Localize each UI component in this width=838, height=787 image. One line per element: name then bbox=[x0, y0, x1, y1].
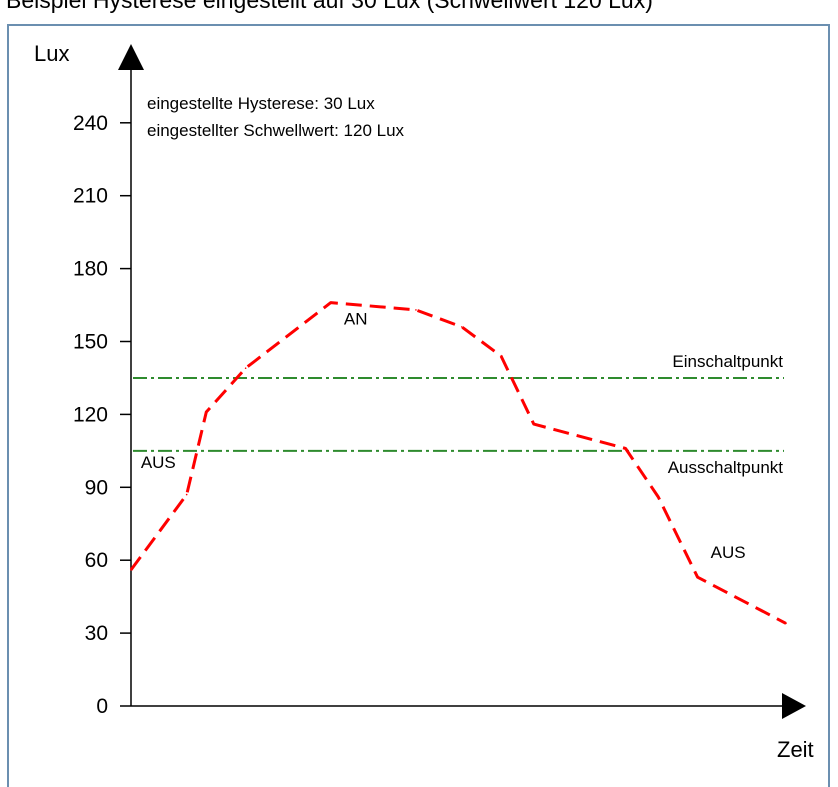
y-axis-arrow bbox=[118, 44, 144, 70]
y-tick-label: 30 bbox=[85, 622, 108, 645]
x-axis-label: Zeit bbox=[777, 737, 814, 762]
data-point bbox=[500, 355, 502, 357]
data-point bbox=[415, 309, 417, 311]
data-point bbox=[624, 447, 627, 450]
chart-frame bbox=[7, 24, 830, 787]
data-point bbox=[460, 326, 463, 328]
header-fragment-text: Beispiel Hysterese eingestellt auf 30 Lu… bbox=[6, 0, 653, 13]
data-point bbox=[533, 423, 535, 425]
info-line: eingestellte Hysterese: 30 Lux bbox=[147, 94, 375, 113]
axes bbox=[118, 44, 806, 719]
y-tick-label: 90 bbox=[85, 476, 108, 499]
y-axis-label: Lux bbox=[34, 41, 69, 66]
threshold-label: Ausschaltpunkt bbox=[668, 458, 784, 477]
threshold-lines: Einschaltpunkt Ausschaltpunkt bbox=[133, 352, 784, 477]
y-tick-label: 180 bbox=[73, 258, 108, 281]
threshold-label: Einschaltpunkt bbox=[672, 352, 783, 371]
data-point bbox=[185, 493, 188, 496]
data-point bbox=[657, 496, 660, 498]
y-tick-label: 60 bbox=[85, 549, 108, 572]
info-text: eingestellte Hysterese: 30 Lux eingestell… bbox=[147, 94, 405, 140]
y-tick-label: 150 bbox=[73, 331, 108, 354]
annotations: AUS AN AUS bbox=[141, 309, 746, 561]
lux-series bbox=[129, 301, 787, 625]
info-line: eingestellter Schwellwert: 120 Lux bbox=[147, 121, 405, 140]
data-point bbox=[244, 367, 247, 370]
data-point bbox=[785, 622, 787, 625]
data-point bbox=[130, 569, 132, 571]
annotation-label: AUS bbox=[141, 453, 176, 472]
x-axis-arrow bbox=[782, 693, 806, 719]
header-fragment: Beispiel Hysterese eingestellt auf 30 Lu… bbox=[0, 0, 838, 24]
data-point bbox=[329, 301, 332, 304]
y-tick-label: 0 bbox=[96, 695, 108, 718]
y-tick-label: 120 bbox=[73, 403, 108, 426]
y-ticks: 0 30 60 90 120 150 180 210 240 bbox=[73, 112, 131, 718]
y-tick-label: 240 bbox=[73, 112, 108, 135]
data-point bbox=[696, 576, 699, 579]
annotation-label: AUS bbox=[711, 543, 746, 562]
y-tick-label: 210 bbox=[73, 185, 108, 208]
data-point bbox=[205, 411, 208, 413]
annotation-label: AN bbox=[344, 309, 368, 328]
